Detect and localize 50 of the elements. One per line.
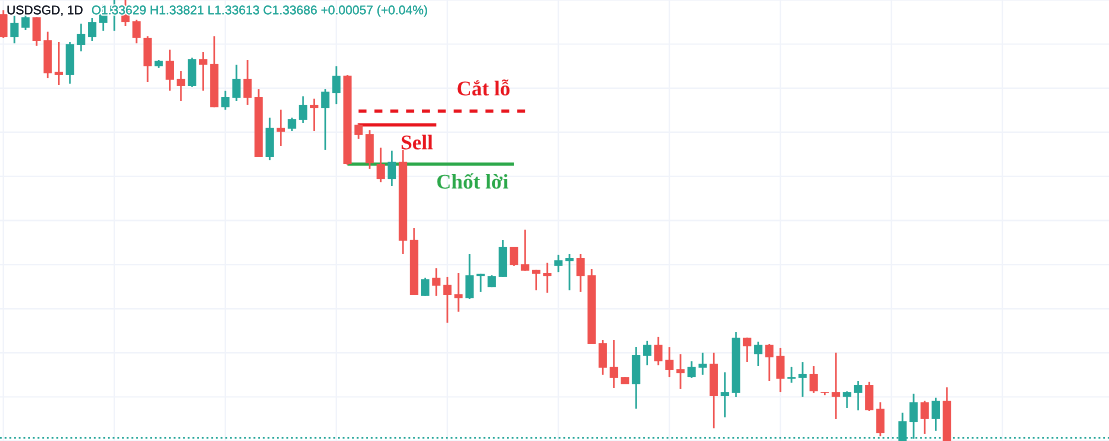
candlestick — [432, 267, 441, 297]
series-label: Chốt lời — [437, 173, 509, 189]
candlestick — [643, 340, 652, 366]
candlestick — [443, 276, 452, 324]
candlestick — [198, 51, 208, 92]
candlestick — [543, 262, 552, 294]
candlestick — [565, 253, 574, 292]
chart-title: USDSGD, 1D — [7, 5, 83, 16]
candlestick — [698, 351, 707, 376]
candlestick — [454, 272, 463, 313]
candlestick — [665, 346, 674, 378]
candlestick — [243, 59, 252, 106]
candlestick — [798, 361, 807, 398]
candlestick — [387, 149, 397, 187]
candlestick — [54, 41, 63, 86]
candlestick — [321, 88, 330, 151]
candlestick — [221, 90, 230, 111]
candlestick — [742, 336, 752, 363]
candlestick — [931, 396, 940, 432]
candlestick — [920, 400, 929, 435]
candlestick — [576, 253, 585, 293]
candlestick — [676, 353, 685, 390]
candlestick — [298, 95, 308, 124]
candlestick — [176, 70, 186, 102]
candlestick — [609, 339, 619, 389]
candlestick — [809, 365, 818, 394]
candlestick — [853, 380, 863, 411]
candlestick — [754, 340, 763, 367]
candlestick — [654, 336, 663, 366]
candlestick — [376, 146, 385, 183]
candlestick — [520, 228, 530, 272]
candlestick — [465, 253, 474, 300]
candlestick — [332, 65, 341, 105]
candlestick — [87, 17, 97, 42]
candlestick — [776, 347, 785, 393]
candlestick — [310, 97, 319, 132]
candlestick — [765, 343, 774, 382]
candlestick — [32, 16, 41, 47]
candlestick — [421, 276, 430, 297]
candlestick — [720, 371, 730, 419]
series-label: Sell — [401, 134, 433, 150]
candlestick — [165, 48, 175, 92]
candlestick — [276, 108, 286, 147]
candlestick — [831, 351, 841, 420]
candlestick — [76, 22, 86, 52]
candlestick — [232, 63, 241, 102]
series-label: Cắt lỗ — [457, 79, 510, 96]
candlestick — [10, 15, 19, 45]
candlestick — [132, 19, 141, 45]
candlestick — [0, 9, 8, 39]
